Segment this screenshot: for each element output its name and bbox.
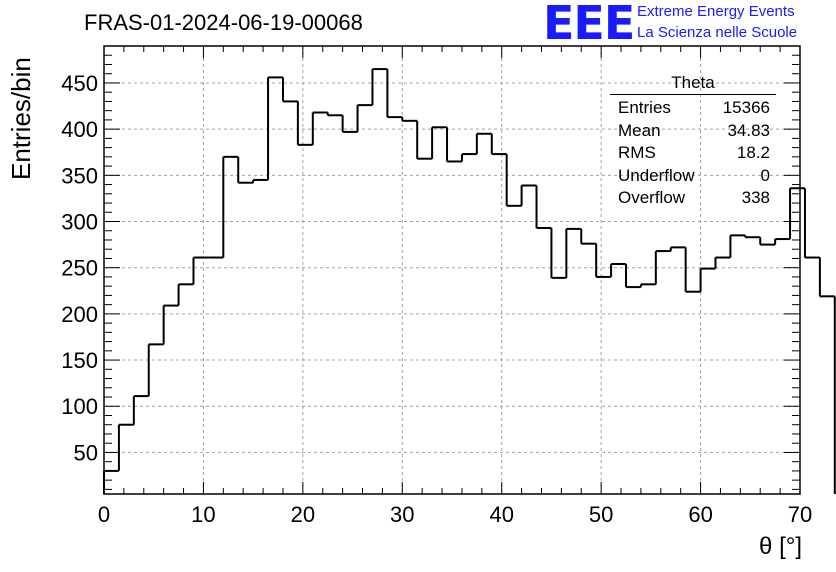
x-tick-label: 20 <box>291 502 315 527</box>
y-tick-label: 250 <box>61 256 98 281</box>
stats-value: 15366 <box>722 98 770 117</box>
stats-title: Theta <box>671 73 715 92</box>
y-tick-label: 100 <box>61 394 98 419</box>
x-tick-label: 60 <box>688 502 712 527</box>
y-tick-label: 350 <box>61 163 98 188</box>
logo-subtitle-line2: La Scienza nelle Scuole <box>637 24 798 41</box>
x-tick-label: 70 <box>788 502 812 527</box>
stats-label: Mean <box>618 120 661 140</box>
chart-title: FRAS-01-2024-06-19-00068 <box>84 10 363 35</box>
x-tick-label: 0 <box>98 502 110 527</box>
logo-subtitle-line1: Extreme Energy Events <box>637 3 795 20</box>
stats-row-underflow: Underflow 0 <box>610 165 776 188</box>
x-tick-label: 30 <box>390 502 414 527</box>
stats-label: Entries <box>618 98 671 117</box>
x-tick-label: 40 <box>489 502 513 527</box>
x-axis-label: θ [°] <box>759 533 802 560</box>
stats-value: 0 <box>760 165 770 185</box>
y-tick-label: 200 <box>61 302 98 327</box>
stats-row-rms: RMS 18.2 <box>610 142 776 165</box>
x-tick-label: 10 <box>191 502 215 527</box>
plot-frame <box>103 45 801 495</box>
stats-row-mean: Mean 34.83 <box>610 120 776 143</box>
y-tick-label: 450 <box>61 71 98 96</box>
stats-box: Theta Entries 15366 Mean 34.83 RMS 18.2 … <box>610 73 776 210</box>
y-tick-label: 50 <box>74 440 98 465</box>
stats-value: 18.2 <box>736 143 770 162</box>
stats-label: RMS <box>618 143 656 162</box>
x-tick-label: 50 <box>589 502 613 527</box>
stats-divider <box>610 94 776 95</box>
y-tick-label: 400 <box>61 117 98 142</box>
y-tick-label: 300 <box>61 210 98 235</box>
stats-label: Underflow <box>618 165 695 185</box>
stats-value: 338 <box>741 188 770 207</box>
y-axis-label: Entries/bin <box>6 57 36 180</box>
stats-label: Overflow <box>618 188 686 207</box>
stats-row-overflow: Overflow 338 <box>610 187 776 210</box>
stats-value: 34.83 <box>727 120 770 140</box>
y-tick-label: 150 <box>61 348 98 373</box>
stats-row-entries: Entries 15366 <box>610 97 776 120</box>
eee-logo: EEE <box>543 0 635 50</box>
